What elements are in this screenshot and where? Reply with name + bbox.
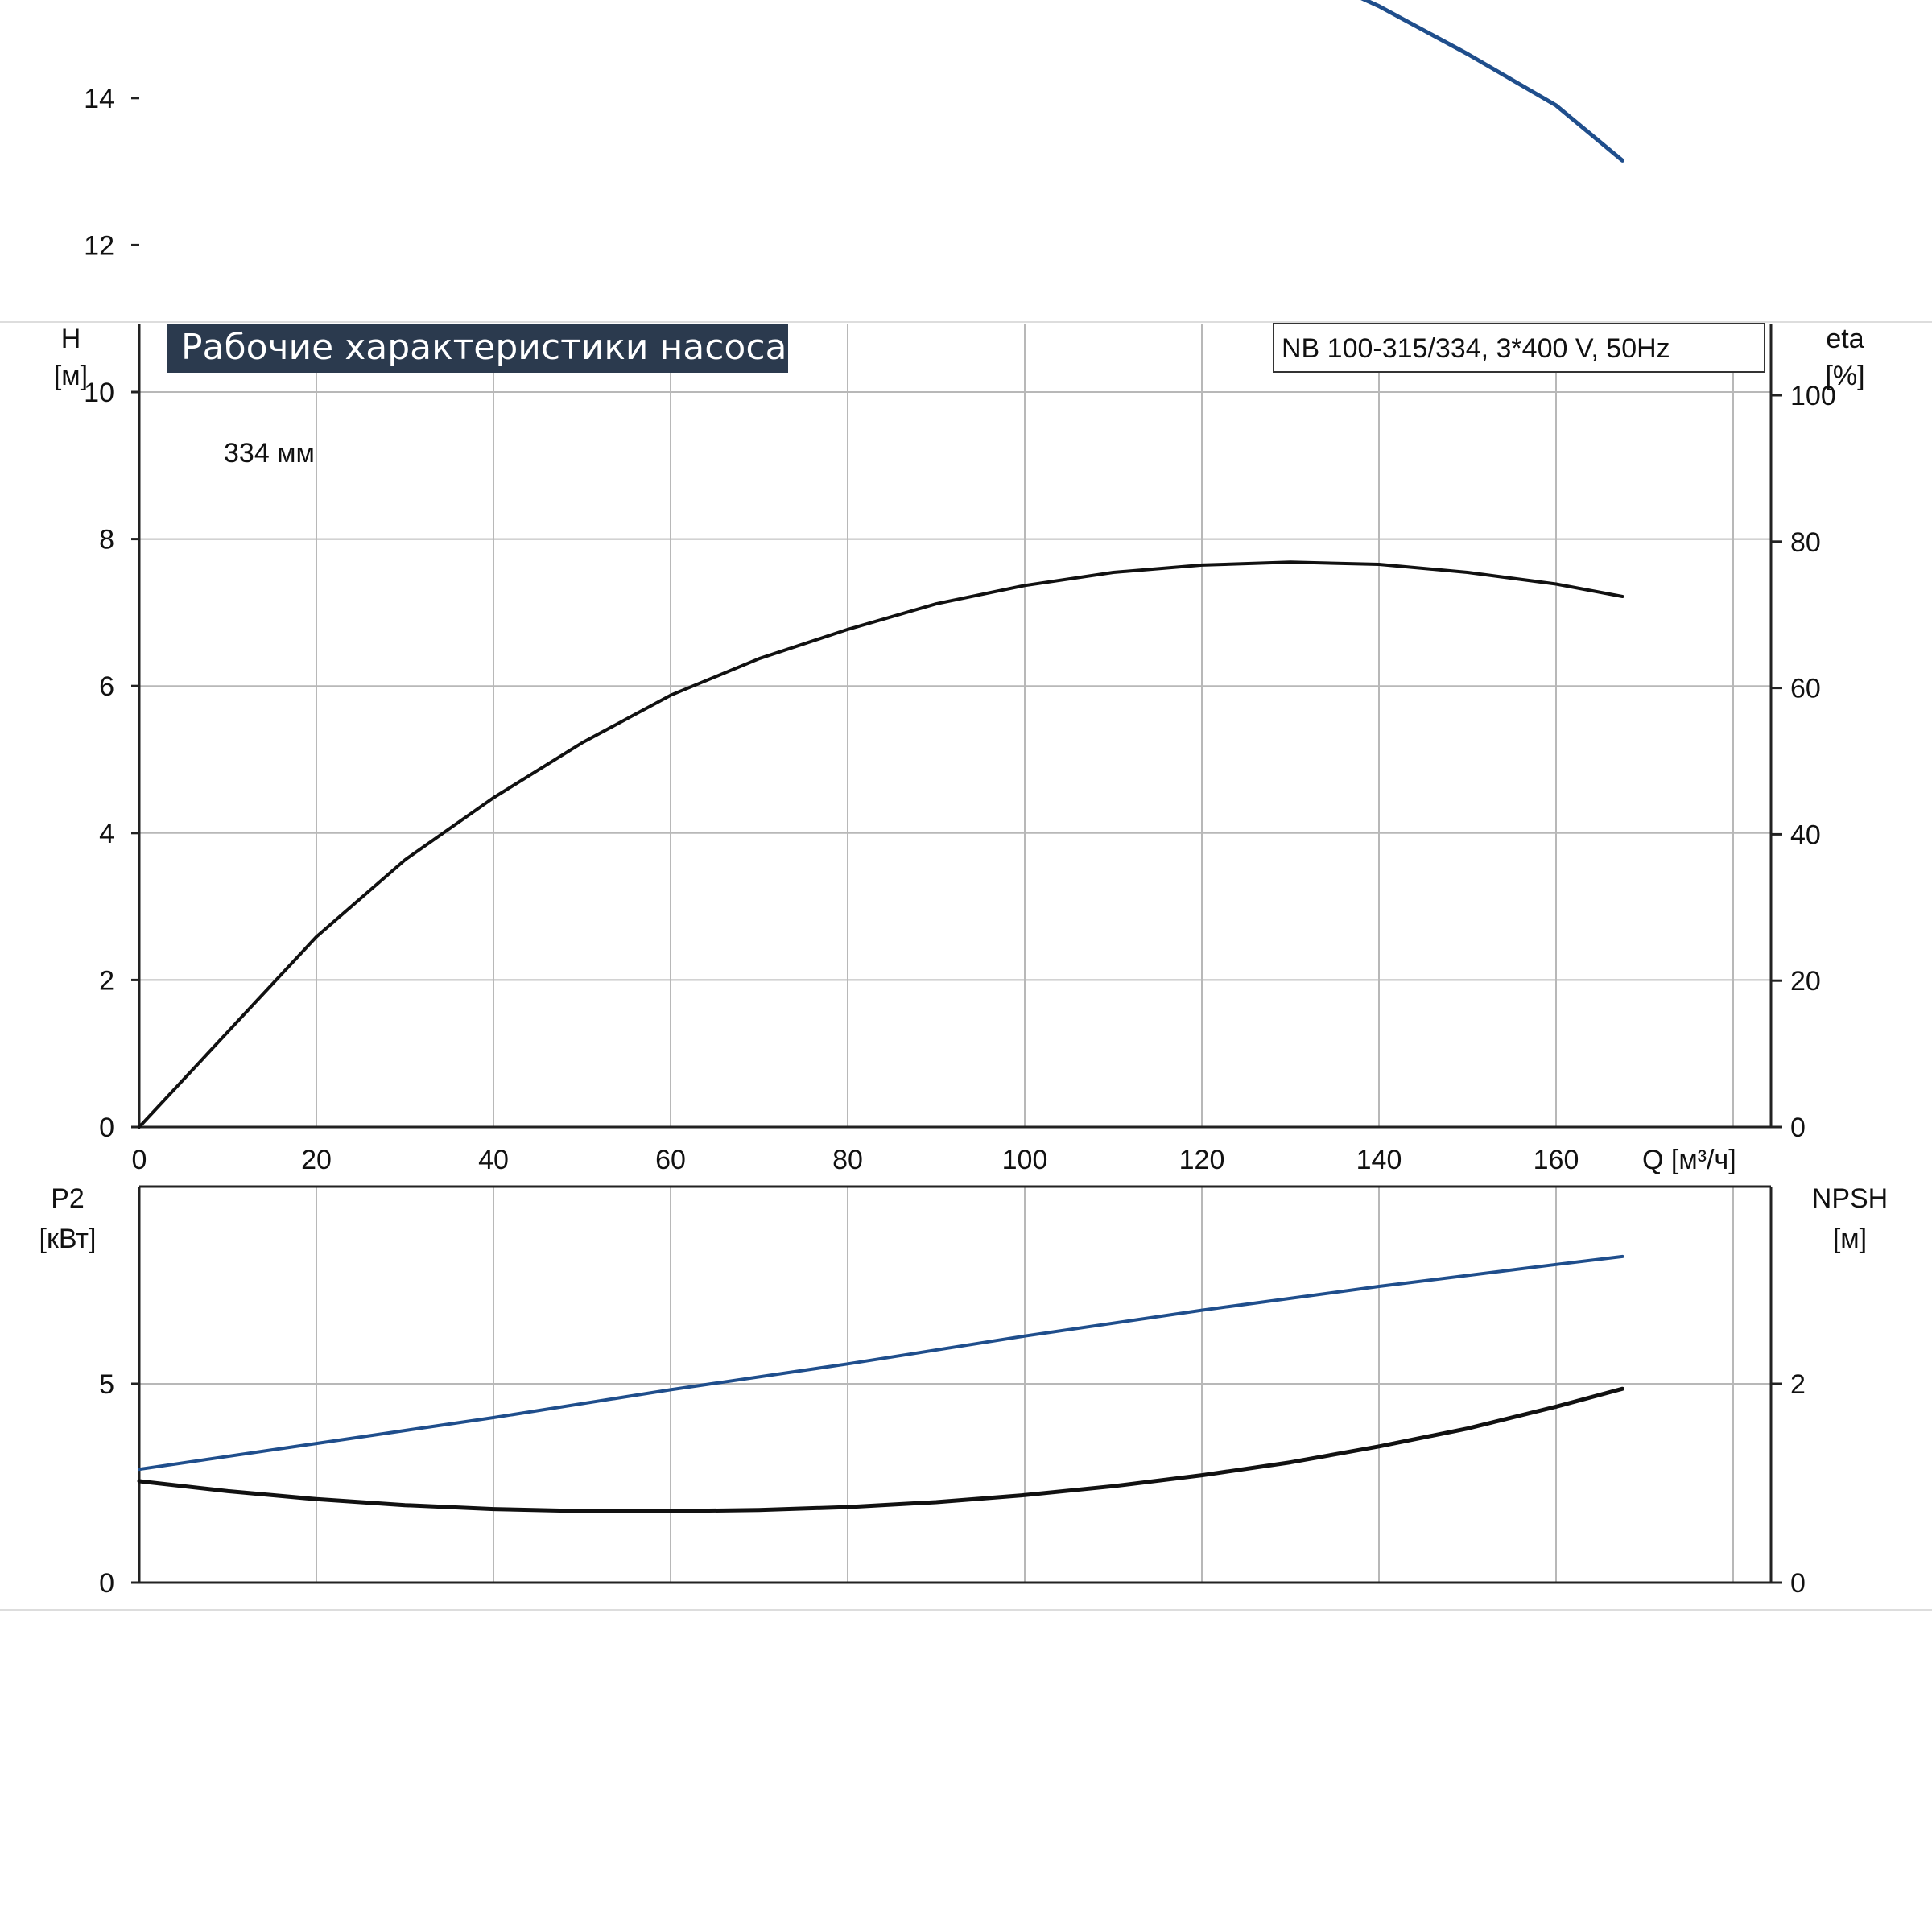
p2-axis-title: P2 xyxy=(51,1183,85,1214)
h-tick-label: 0 xyxy=(99,1113,114,1143)
head-curve xyxy=(1360,0,1624,163)
x-tick-label: 40 xyxy=(478,1145,509,1175)
title-box xyxy=(167,324,788,373)
p2-tick-label: 5 xyxy=(99,1369,114,1400)
eta-axis-title: eta xyxy=(1826,324,1864,354)
model-label: NB 100-315/334, 3*400 V, 50Hz xyxy=(1282,333,1670,364)
p2-tick-label: 0 xyxy=(99,1568,114,1599)
npsh-axis-title: NPSH xyxy=(1812,1183,1888,1214)
efficiency-curve xyxy=(138,560,1624,1129)
npsh-curve xyxy=(137,1386,1624,1513)
eta-tick-label: 80 xyxy=(1790,527,1821,558)
x-tick-label: 140 xyxy=(1356,1145,1402,1175)
model-label-box xyxy=(1273,323,1765,373)
eta-axis-unit: [%] xyxy=(1825,361,1864,391)
tick-labels: 0204060801001201401600246810121416180204… xyxy=(84,84,1836,1599)
h-tick-label: 2 xyxy=(99,965,114,996)
npsh-tick-label: 0 xyxy=(1790,1568,1806,1599)
p2-axis-unit: [кВт] xyxy=(39,1224,97,1254)
x-tick-label: 160 xyxy=(1534,1145,1579,1175)
x-tick-label: 0 xyxy=(132,1145,147,1175)
h-tick-label: 4 xyxy=(99,819,114,849)
h-tick-label: 14 xyxy=(84,84,114,114)
q-axis-label: Q [м³/ч] xyxy=(1642,1145,1736,1175)
eta-tick-label: 100 xyxy=(1790,381,1836,411)
npsh-axis-unit: [м] xyxy=(1833,1224,1867,1254)
eta-tick-label: 60 xyxy=(1790,674,1821,704)
upper-grid xyxy=(138,324,1773,1129)
power-p2-curve xyxy=(138,1254,1624,1472)
eta-tick-label: 20 xyxy=(1790,966,1821,997)
eta-tick-label: 0 xyxy=(1790,1113,1806,1143)
lower-grid xyxy=(138,1185,1773,1584)
eta-tick-label: 40 xyxy=(1790,819,1821,850)
h-tick-label: 8 xyxy=(99,525,114,555)
x-tick-label: 120 xyxy=(1179,1145,1225,1175)
impeller-diameter-label: 334 мм xyxy=(224,438,315,469)
x-tick-label: 60 xyxy=(655,1145,686,1175)
h-tick-label: 12 xyxy=(84,230,114,261)
x-tick-label: 20 xyxy=(301,1145,332,1175)
npsh-tick-label: 2 xyxy=(1790,1369,1806,1400)
chart-title: Рабочие характеристики насоса xyxy=(181,327,786,368)
h-tick-label: 6 xyxy=(99,671,114,702)
x-tick-label: 80 xyxy=(832,1145,863,1175)
curves xyxy=(137,0,1624,1513)
h-axis-title: H xyxy=(61,324,81,354)
x-tick-label: 100 xyxy=(1002,1145,1048,1175)
h-tick-label: 10 xyxy=(84,378,114,408)
h-axis-unit: [м] xyxy=(54,361,88,391)
